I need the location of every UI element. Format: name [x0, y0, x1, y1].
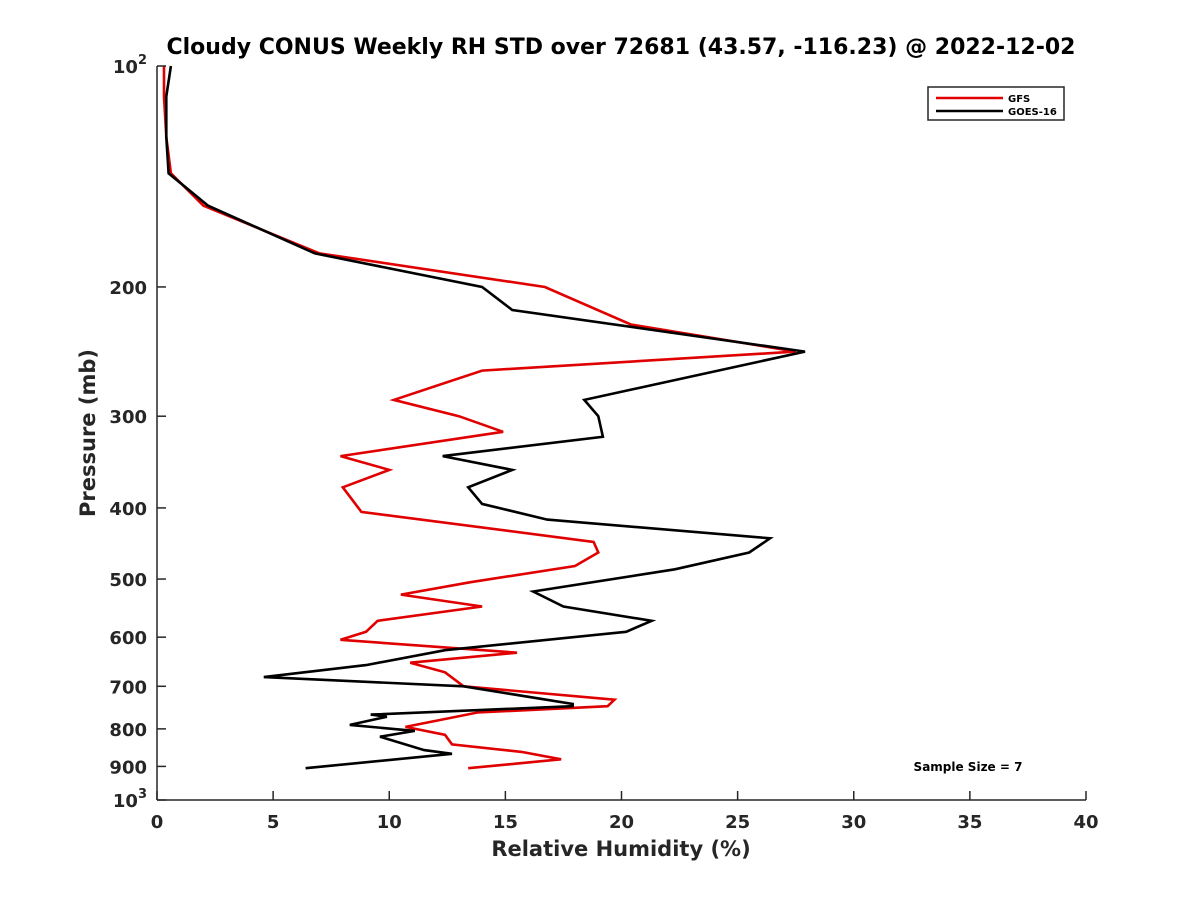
x-tick-label: 5 [267, 812, 280, 833]
y-tick-label: 500 [109, 570, 147, 591]
y-tick-label: 900 [109, 757, 147, 778]
x-tick-label: 0 [151, 812, 164, 833]
axes-layer: 0 5 10 15 20 25 30 35 40 102 200 300 400 500 600 700 800… [109, 53, 1098, 833]
x-tick-label: 40 [1073, 812, 1098, 833]
x-tick-label: 35 [957, 812, 982, 833]
y-tick-label: 800 [109, 720, 147, 741]
series-layer [162, 65, 806, 770]
series-line-goes-16 [165, 65, 806, 770]
y-tick-label: 600 [109, 628, 147, 649]
y-tick-label: 400 [109, 499, 147, 520]
legend-label: GFS [1008, 94, 1030, 105]
x-tick-label: 25 [725, 812, 750, 833]
y-tick-label: 300 [109, 407, 147, 428]
y-tick-label: 200 [109, 278, 147, 299]
sample-size-annotation: Sample Size = 7 [914, 760, 1023, 774]
chart-legend: GFS GOES-16 [927, 86, 1065, 121]
chart-title: Cloudy CONUS Weekly RH STD over 72681 (4… [167, 35, 1076, 60]
x-axis-label: Relative Humidity (%) [491, 837, 750, 861]
x-tick-label: 20 [609, 812, 634, 833]
y-tick-label: 700 [109, 677, 147, 698]
x-tick-label: 15 [493, 812, 518, 833]
x-tick-label: 10 [377, 812, 402, 833]
series-line-gfs [162, 66, 796, 770]
y-tick-label: 103 [113, 787, 147, 812]
legend-box [927, 86, 1065, 121]
legend-label: GOES-16 [1008, 107, 1057, 118]
y-axis-label: Pressure (mb) [76, 349, 100, 517]
x-tick-label: 30 [841, 812, 866, 833]
y-tick-label: 102 [113, 53, 147, 78]
